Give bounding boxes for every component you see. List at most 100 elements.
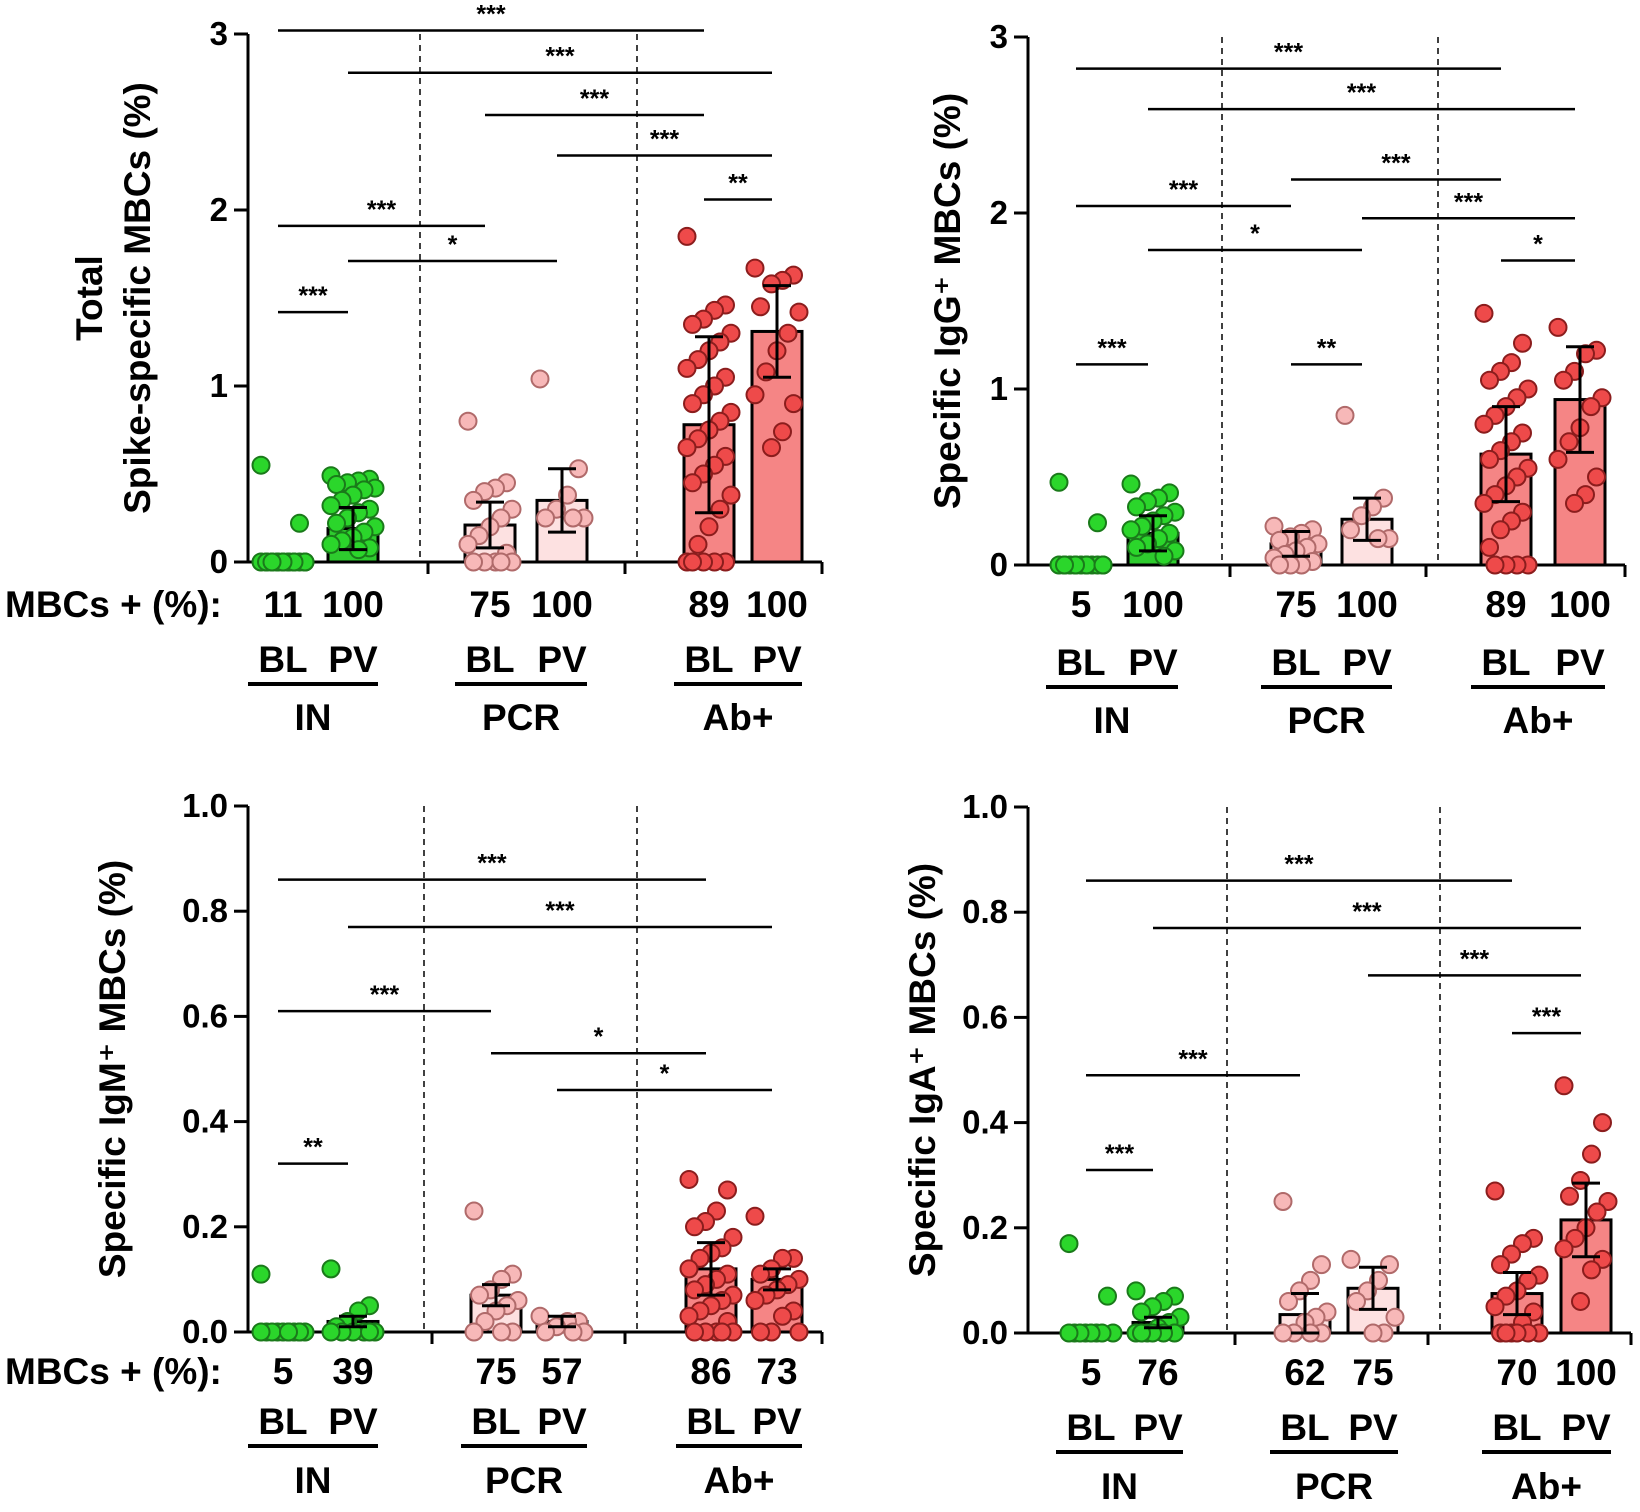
y-tick-label: 1 [210, 367, 228, 404]
data-point [1347, 1291, 1366, 1311]
data-point [251, 1264, 271, 1284]
data-point [1127, 537, 1146, 557]
data-point [1335, 405, 1355, 425]
data-point [699, 517, 719, 537]
y-tick-label: 0.0 [962, 1314, 1008, 1351]
significance-label: ** [303, 1134, 323, 1162]
significance-label: *** [1178, 1045, 1207, 1073]
pct-positive-label: 75 [469, 584, 510, 625]
data-point [1121, 474, 1141, 494]
timepoint-label: BL [471, 1401, 520, 1442]
data-point [1093, 555, 1113, 575]
y-tick-label: 3 [990, 18, 1008, 55]
data-point [321, 1259, 341, 1279]
data-point [1059, 1323, 1079, 1343]
data-point [464, 490, 483, 510]
pct-positive-label: 73 [756, 1351, 797, 1392]
data-point [327, 513, 346, 533]
data-point [1270, 555, 1289, 575]
significance-label: * [1533, 231, 1543, 259]
timepoint-label: PV [1555, 642, 1605, 683]
timepoint-label: PV [1348, 1407, 1398, 1448]
timepoint-label: PV [752, 1401, 802, 1442]
data-point [1273, 1323, 1293, 1343]
timepoint-label: PV [752, 639, 802, 680]
panel-total-spike-mbcs: 0 1 2 3 Total Spike-specific MBCs (%) 11 BL 100 P… [5, 0, 824, 738]
data-point [290, 513, 309, 533]
data-point [530, 1306, 550, 1326]
timepoint-label: PV [328, 1401, 378, 1442]
significance-label: * [1250, 220, 1260, 248]
panel-iga-mbcs: 0.0 0.2 0.4 0.6 0.8 1.0 Specific IgA⁺ MBCs (%)… [902, 788, 1633, 1507]
data-point [262, 552, 282, 572]
significance-label: *** [1274, 39, 1303, 67]
data-point [458, 534, 478, 554]
data-point [677, 358, 697, 378]
row-caption: MBCs + (%): [5, 584, 222, 625]
pct-positive-label: 75 [1352, 1352, 1393, 1393]
data-point [677, 226, 697, 246]
data-point [1474, 414, 1494, 434]
data-point [1127, 497, 1146, 517]
timepoint-label: PV [1128, 642, 1178, 683]
timepoint-label: BL [1066, 1407, 1115, 1448]
group-label: Ab+ [1503, 700, 1574, 741]
y-tick-label: 0.4 [182, 1103, 229, 1140]
pct-positive-label: 57 [541, 1351, 582, 1392]
significance-label: *** [370, 981, 399, 1009]
timepoint-label: BL [684, 639, 733, 680]
data-point [251, 455, 271, 475]
timepoint-label: PV [537, 639, 587, 680]
y-tick-label: 0.2 [962, 1209, 1008, 1246]
group-label: IN [295, 1460, 332, 1501]
data-point [677, 438, 697, 458]
data-point [321, 496, 341, 516]
data-point [327, 475, 346, 495]
data-point [679, 1169, 699, 1189]
data-point [683, 473, 702, 493]
data-point [321, 1322, 341, 1342]
pct-positive-label: 100 [1555, 1352, 1617, 1393]
significance-label: ** [728, 169, 748, 197]
data-point [1098, 1286, 1117, 1306]
significance-label: *** [580, 85, 609, 113]
y-tick-label: 1 [990, 370, 1008, 407]
significance-label: *** [1169, 176, 1198, 204]
timepoint-label: BL [465, 639, 514, 680]
data-point [685, 1217, 704, 1237]
data-point [1491, 1255, 1510, 1275]
group-label: Ab+ [703, 697, 774, 738]
data-point [1491, 520, 1510, 540]
significance-label: *** [1105, 1140, 1134, 1168]
y-tick-label: 3 [210, 15, 228, 52]
data-point [1548, 449, 1568, 469]
timepoint-label: PV [1561, 1407, 1611, 1448]
data-point [563, 508, 583, 528]
significance-label: *** [1454, 188, 1483, 216]
data-point [778, 323, 798, 343]
pct-positive-label: 100 [1549, 584, 1611, 625]
significance-label: * [594, 1023, 604, 1051]
y-tick-label: 0.6 [962, 998, 1008, 1035]
data-point [1055, 555, 1074, 575]
pct-positive-label: 70 [1496, 1352, 1537, 1393]
data-point [683, 314, 702, 334]
significance-label: ** [1317, 334, 1337, 362]
data-point [464, 1201, 484, 1221]
data-point [1485, 555, 1505, 575]
data-point [1049, 472, 1069, 492]
y-tick-label: 0 [210, 543, 228, 580]
significance-label: *** [298, 282, 327, 310]
significance-label: *** [476, 0, 505, 28]
significance-label: *** [545, 43, 574, 71]
y-tick-label: 0.4 [962, 1104, 1009, 1141]
pct-positive-label: 100 [746, 584, 808, 625]
timepoint-label: PV [537, 1401, 587, 1442]
data-point [1554, 370, 1573, 390]
group-label: PCR [485, 1460, 563, 1501]
data-point [1363, 1323, 1383, 1343]
data-point [1485, 1297, 1505, 1317]
data-point [718, 1180, 737, 1200]
data-point [1571, 1291, 1590, 1311]
panel-igg-mbcs: 0 1 2 3 Specific IgG⁺ MBCs (%) 5 BL 100 PV IN 75 BL… [927, 18, 1627, 741]
